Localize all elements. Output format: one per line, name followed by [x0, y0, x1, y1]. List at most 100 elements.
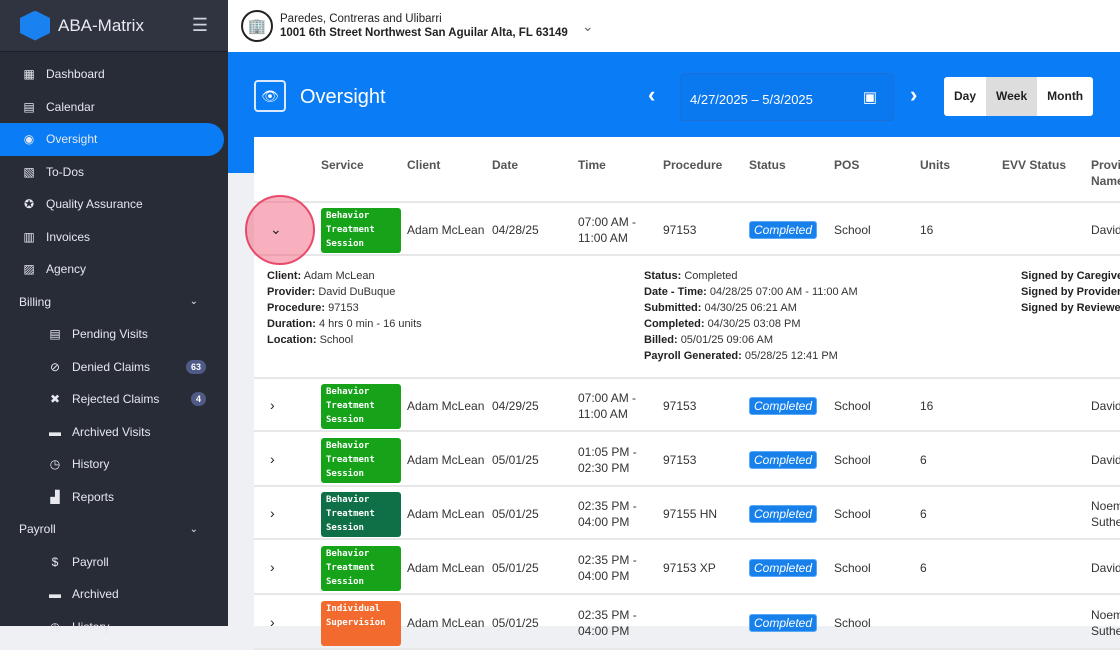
history-icon: ◷ [49, 457, 61, 472]
sidebar-item-dashboard[interactable]: ▦ Dashboard [0, 58, 228, 91]
units-cell: 6 [920, 506, 927, 521]
sidebar-item-archived[interactable]: ▬ Archived [0, 578, 228, 611]
detail-label: Status: [644, 270, 682, 282]
sidebar-item-oversight[interactable]: ◉ Oversight [0, 123, 224, 156]
visit-detail: Client: Adam McLean Provider: David DuBuq… [254, 256, 1120, 379]
next-week-button[interactable]: › [910, 82, 918, 107]
sidebar-item-label: Dashboard [46, 67, 105, 82]
sidebar-item-history[interactable]: ◷ History [0, 448, 228, 481]
procedure-cell: 97155 HN [663, 506, 718, 521]
date-cell: 05/01/25 [492, 453, 539, 467]
chevron-right-icon[interactable]: › [270, 504, 275, 521]
detail-line: Billed: 05/01/25 09:06 AM [644, 332, 1024, 348]
status-badge: Completed [749, 220, 818, 239]
sidebar-item-label: Archived [72, 587, 119, 602]
sidebar-item-rejected-claims[interactable]: ✖ Rejected Claims 4 [0, 383, 228, 416]
provider-cell: David [1091, 453, 1120, 467]
detail-line: Provider: David DuBuque [267, 284, 647, 300]
hamburger-menu-icon[interactable]: ☰ [191, 15, 208, 35]
status-badge: Completed [749, 396, 818, 415]
units-cell: 16 [920, 222, 934, 237]
client-cell: Adam McLean [407, 506, 485, 521]
view-month-button[interactable]: Month [1047, 89, 1084, 103]
sidebar-item-quality-assurance[interactable]: ✪ Quality Assurance [0, 188, 228, 221]
detail-line: Completed: 04/30/25 03:08 PM [644, 316, 1024, 332]
detail-label: Completed: [644, 318, 705, 330]
detail-line: Signed by Provider: [1021, 284, 1120, 300]
archive-icon: ▬ [49, 424, 61, 439]
column-header[interactable]: Time [578, 158, 606, 172]
table-row[interactable]: ⌄ Behavior Treatment Session Adam McLean 04… [245, 194, 1120, 265]
sidebar-item-payroll[interactable]: Payroll ⌄ [0, 513, 228, 546]
column-header[interactable]: Units [920, 158, 950, 172]
column-header[interactable]: Status [749, 158, 786, 172]
org-selector[interactable]: 🏢 Paredes, Contreras and Ulibarri 1001 6… [228, 0, 1120, 52]
chevron-right-icon[interactable]: › [270, 396, 275, 413]
calendar-icon[interactable]: ▣ [862, 89, 877, 106]
sidebar-item-label: Oversight [46, 132, 98, 147]
column-header[interactable]: Provider Name [1091, 158, 1120, 188]
detail-label: Signed by Reviewer: [1021, 302, 1120, 314]
sidebar-item-label: Pending Visits [72, 327, 148, 342]
chevron-down-icon[interactable]: ⌄ [189, 296, 198, 308]
sidebar-item-label: Calendar [46, 99, 95, 114]
sidebar-item-calendar[interactable]: ▤ Calendar [0, 91, 228, 124]
sidebar-item-reports[interactable]: ▟ Reports [0, 481, 228, 514]
table-row[interactable]: › Behavior Treatment Session Adam McLean 05… [254, 487, 1120, 540]
column-header[interactable]: Date [492, 158, 519, 172]
chevron-right-icon[interactable]: › [270, 614, 275, 630]
sidebar-item-invoices[interactable]: ▥ Invoices [0, 221, 228, 254]
table-row[interactable]: › Individual Supervision Adam McLean 05/01/… [254, 596, 1120, 650]
calendar-icon: ▤ [23, 99, 35, 114]
view-week-button[interactable]: Week [986, 77, 1038, 116]
chevron-down-icon[interactable]: ⌄ [189, 523, 198, 535]
procedure-cell: 97153 [663, 398, 697, 413]
sidebar-item-history[interactable]: ◷ History [0, 611, 228, 644]
sidebar-item-to-dos[interactable]: ▧ To-Dos [0, 156, 228, 189]
date-cell: 04/28/25 [492, 222, 539, 237]
service-tag: Behavior Treatment Session [321, 383, 401, 429]
detail-value: David DuBuque [318, 286, 396, 298]
client-cell: Adam McLean [407, 616, 485, 630]
pos-cell: School [834, 506, 871, 521]
app-name: ABA-Matrix [58, 15, 144, 35]
date-cell: 05/01/25 [492, 616, 539, 630]
sidebar-item-payroll[interactable]: $ Payroll [0, 546, 228, 579]
table-row[interactable]: › Behavior Treatment Session Adam McLean 05… [254, 433, 1120, 487]
table-row[interactable]: › Behavior Treatment Session Adam McLean 05… [254, 541, 1120, 595]
sidebar-item-billing[interactable]: Billing ⌄ [0, 286, 228, 319]
sidebar-item-agency[interactable]: ▨ Agency [0, 253, 228, 286]
column-header[interactable]: Procedure [663, 158, 723, 172]
detail-label: Payroll Generated: [644, 350, 742, 362]
service-tag: Individual Supervision [321, 601, 401, 646]
chevron-down-icon[interactable]: ⌄ [581, 17, 594, 34]
pos-cell: School [834, 222, 871, 237]
column-header[interactable]: EVV Status [1002, 158, 1067, 172]
detail-value: Completed [684, 270, 738, 282]
sidebar-item-label: Quality Assurance [46, 197, 143, 212]
column-header[interactable]: POS [834, 158, 860, 172]
column-header[interactable]: Client [407, 158, 441, 172]
table-row[interactable]: › Behavior Treatment Session Adam McLean 04… [254, 379, 1120, 432]
time-start: 02:35 PM - [578, 608, 637, 622]
column-header[interactable]: Service [321, 158, 364, 172]
provider-cell: Noem Suthe [1091, 608, 1120, 638]
detail-label: Duration: [267, 318, 316, 330]
chevron-right-icon[interactable]: › [270, 451, 275, 467]
sidebar-item-label: Reports [72, 489, 115, 504]
sidebar-item-pending-visits[interactable]: ▤ Pending Visits [0, 318, 228, 351]
view-day-button[interactable]: Day [954, 89, 977, 103]
status-badge: Completed [749, 559, 818, 577]
sidebar-item-denied-claims[interactable]: ⊘ Denied Claims 63 [0, 351, 228, 384]
prev-week-button[interactable]: ‹ [648, 82, 656, 107]
chevron-down-icon[interactable]: ⌄ [270, 220, 282, 237]
time-start: 02:35 PM - [578, 498, 637, 513]
sidebar-item-archived-visits[interactable]: ▬ Archived Visits [0, 416, 228, 449]
chevron-right-icon[interactable]: › [270, 559, 275, 575]
org-name: Paredes, Contreras and Ulibarri [280, 13, 442, 25]
detail-line: Signed by Caregiver [1021, 268, 1120, 284]
date-range-picker[interactable]: 4/27/2025 – 5/3/2025 ▣ [680, 73, 894, 121]
sidebar-item-label: Invoices [46, 229, 91, 244]
time-end: 04:00 PM [578, 624, 630, 638]
time-cell: 07:00 AM -11:00 AM [578, 390, 636, 422]
